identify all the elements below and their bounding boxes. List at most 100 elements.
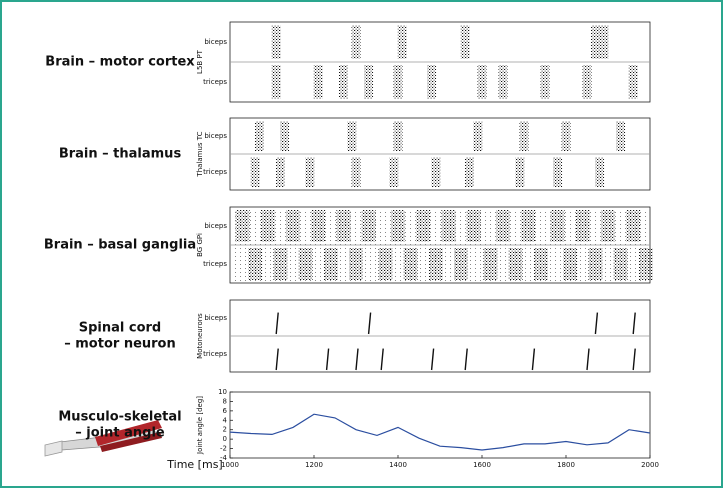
spike-burst <box>416 210 431 242</box>
spike-burst <box>286 210 300 242</box>
spike-burst <box>361 210 376 242</box>
panel-label: Musculo-skeletal <box>58 410 181 425</box>
spike-burst <box>338 65 348 99</box>
spike-burst <box>431 157 441 187</box>
joint-angle-line <box>229 413 651 451</box>
spike <box>464 348 468 371</box>
spike-burst <box>521 210 536 242</box>
spike <box>531 348 536 371</box>
spike-burst <box>403 248 418 280</box>
y-tick-label: 10 <box>218 388 227 396</box>
spike-burst <box>628 65 638 99</box>
x-tick-label: 1400 <box>389 461 407 469</box>
row-label: triceps <box>203 168 227 176</box>
spike <box>632 312 636 335</box>
spike-burst <box>496 210 510 242</box>
spike-burst <box>351 25 361 59</box>
spike-burst <box>454 248 468 280</box>
panel-label: Spinal cord <box>79 321 162 336</box>
spike-burst <box>626 210 641 242</box>
spike-burst <box>349 248 363 280</box>
spike-burst <box>336 210 351 242</box>
spike-burst <box>311 210 326 242</box>
y-tick-label: 4 <box>223 416 228 424</box>
spike <box>367 312 372 335</box>
axes <box>229 391 651 459</box>
spike-burst <box>561 121 571 151</box>
row-label: biceps <box>204 222 227 230</box>
spike-burst <box>235 210 250 242</box>
y-axis-label: BG GPi <box>196 233 204 257</box>
spike-burst <box>271 65 281 99</box>
y-axis-label: Thalamus TC <box>196 131 204 177</box>
spike-burst <box>638 248 653 280</box>
panel-label: – motor neuron <box>64 337 176 352</box>
panel-label: Brain – thalamus <box>59 147 182 162</box>
arm-illustration <box>44 420 162 457</box>
spike-burst <box>351 157 361 187</box>
y-tick-label: 2 <box>223 426 227 434</box>
spike-burst <box>250 157 260 187</box>
spike-burst <box>273 248 288 280</box>
spike-burst <box>393 65 403 99</box>
spike-burst <box>466 210 481 242</box>
y-tick-label: 6 <box>223 407 228 415</box>
spike-burst <box>464 157 474 187</box>
y-axis-label: L5B PT <box>196 49 204 74</box>
spike-burst <box>364 65 374 99</box>
y-axis-label: Joint angle [deg] <box>196 396 204 455</box>
spike <box>355 348 359 371</box>
spike-burst <box>582 65 592 99</box>
spike-burst <box>313 65 323 99</box>
spike-burst <box>553 157 563 187</box>
row-label: triceps <box>203 260 227 268</box>
spike-burst <box>616 121 626 151</box>
spike-burst <box>305 157 315 187</box>
spike-burst <box>254 121 264 151</box>
spike-burst <box>323 248 338 280</box>
y-tick-label: 0 <box>223 435 227 443</box>
row-label: biceps <box>204 132 227 140</box>
y-tick-label: 8 <box>223 397 227 405</box>
spike-burst <box>519 121 529 151</box>
y-tick-label: -2 <box>220 445 227 453</box>
x-tick-label: 1200 <box>305 461 323 469</box>
row-label: triceps <box>203 78 227 86</box>
spike-burst <box>378 248 393 280</box>
spike-burst <box>347 121 357 151</box>
x-axis-label: Time [ms] <box>166 458 222 471</box>
spike-burst <box>477 65 487 99</box>
spike-burst <box>248 248 263 280</box>
spike-burst <box>280 121 290 151</box>
row-label: triceps <box>203 350 227 358</box>
spike <box>586 348 590 371</box>
spike-burst <box>271 25 281 59</box>
spike <box>632 348 636 371</box>
spike-burst <box>601 210 615 242</box>
spike-burst <box>397 25 407 59</box>
panel-label: – joint angle <box>75 426 165 441</box>
x-tick-label: 1600 <box>473 461 491 469</box>
spike <box>430 348 435 371</box>
spike-burst <box>460 25 470 59</box>
panel-label: Brain – basal ganglia <box>44 238 196 253</box>
y-axis-label: Motoneurons <box>196 313 204 359</box>
spike-burst <box>441 210 456 242</box>
x-tick-label: 1000 <box>221 461 239 469</box>
spike-burst <box>473 121 483 151</box>
x-tick-label: 2000 <box>641 461 659 469</box>
spike-burst <box>508 248 523 280</box>
spike-burst <box>590 25 600 59</box>
spike-burst <box>595 157 605 187</box>
spike-burst <box>483 248 498 280</box>
panel-label: Brain – motor cortex <box>45 55 195 70</box>
spike-burst <box>298 248 313 280</box>
spike-burst <box>575 210 590 242</box>
spike-burst <box>613 248 628 280</box>
spike-burst <box>563 248 578 280</box>
spike-burst <box>550 210 565 242</box>
spike-burst <box>588 248 603 280</box>
spike-burst <box>599 25 609 59</box>
spike-burst <box>389 157 399 187</box>
